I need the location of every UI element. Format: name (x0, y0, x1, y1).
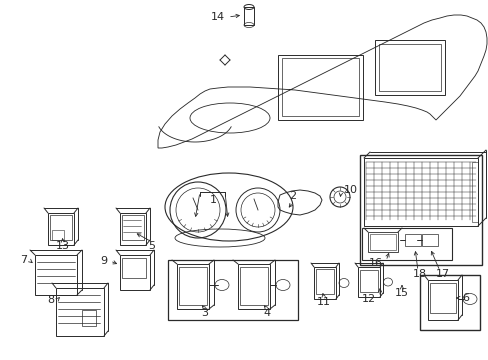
Bar (122, 258, 146, 278)
Bar (82, 310, 96, 326)
Text: 16: 16 (368, 258, 382, 268)
Bar (122, 215, 143, 240)
Bar (52, 230, 64, 240)
Bar (427, 280, 457, 320)
Text: 10: 10 (343, 185, 357, 195)
Bar (361, 228, 451, 260)
Text: 8: 8 (47, 295, 54, 305)
Text: 12: 12 (361, 294, 375, 304)
Text: 4: 4 (263, 308, 270, 318)
Bar (313, 267, 335, 299)
Bar (120, 255, 150, 290)
Text: 14: 14 (210, 12, 224, 22)
Text: 6: 6 (461, 293, 468, 303)
Bar (315, 269, 333, 294)
Bar (244, 7, 253, 25)
Bar (374, 40, 444, 95)
Bar (419, 275, 479, 330)
Bar (404, 234, 420, 246)
Bar (421, 234, 437, 246)
Bar (378, 44, 440, 91)
Text: 5: 5 (148, 241, 155, 251)
Text: 9: 9 (100, 256, 107, 266)
Text: 15: 15 (394, 288, 408, 298)
Text: 2: 2 (289, 191, 296, 201)
Bar (35, 255, 77, 295)
Text: 3: 3 (201, 308, 208, 318)
Text: 7: 7 (20, 255, 27, 265)
Bar (429, 283, 455, 313)
Text: 13: 13 (56, 241, 70, 251)
Bar (168, 260, 297, 320)
Text: 17: 17 (435, 269, 449, 279)
Bar (179, 267, 206, 305)
Bar (359, 270, 377, 292)
Bar (471, 162, 477, 222)
Bar (238, 264, 269, 309)
Bar (282, 58, 358, 116)
Text: 11: 11 (316, 297, 330, 307)
Bar (369, 234, 395, 250)
Bar (240, 267, 267, 305)
Bar (48, 213, 74, 245)
Bar (363, 158, 477, 226)
Text: 1: 1 (209, 195, 216, 205)
Bar (278, 55, 362, 120)
Bar (50, 215, 72, 240)
Bar (367, 232, 397, 252)
Text: 18: 18 (412, 269, 426, 279)
Bar (357, 267, 379, 297)
Bar (120, 213, 146, 245)
Bar (359, 155, 481, 265)
Bar (56, 288, 104, 336)
Bar (177, 264, 208, 309)
